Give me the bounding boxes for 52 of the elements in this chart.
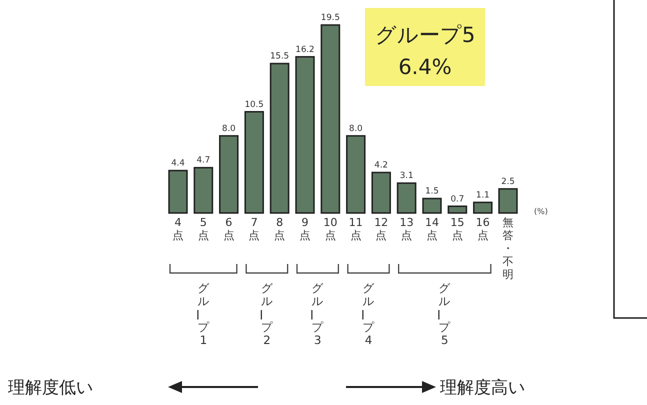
- bar: [194, 166, 214, 214]
- bar: [346, 135, 366, 214]
- x-tick-label: 15点: [450, 216, 464, 242]
- bar: [295, 56, 315, 214]
- data-label: 8.0: [349, 124, 363, 134]
- data-label: 15.5: [270, 52, 290, 62]
- x-tick-label: 12点: [374, 216, 388, 242]
- x-tick-label: 無答・不明: [502, 216, 514, 281]
- bar: [320, 24, 340, 214]
- text: (%): [534, 207, 548, 216]
- x-tick-label: 16点: [476, 216, 490, 242]
- annotation: 6.4%: [398, 55, 452, 79]
- bar: [371, 172, 391, 214]
- x-tick-label: 7点: [248, 216, 260, 242]
- x-tick-label: 13点: [400, 216, 414, 242]
- data-label: 3.1: [400, 171, 414, 182]
- text: グループ4: [356, 281, 376, 347]
- bar: [422, 198, 442, 214]
- x-tick-label: 5点: [198, 216, 209, 242]
- text: グループ1: [190, 281, 210, 347]
- x-tick-label: 14点: [425, 216, 439, 242]
- bar: [448, 206, 468, 214]
- x-tick-label: 11点: [348, 216, 363, 242]
- data-label: 19.5: [320, 13, 340, 23]
- text: 理解度高い: [440, 378, 525, 398]
- data-label: 16.2: [296, 44, 314, 55]
- bar: [473, 202, 493, 214]
- text: グループ3: [304, 281, 325, 347]
- data-label: 1.1: [476, 190, 490, 200]
- bar: [168, 170, 188, 214]
- text: グループ5: [432, 281, 452, 347]
- x-tick-label: 4点: [172, 216, 184, 242]
- bar: [244, 111, 264, 214]
- bar: [396, 182, 416, 214]
- data-label: 4.7: [196, 156, 210, 166]
- data-label: 4.4: [171, 158, 185, 169]
- x-tick-label: 10点: [323, 216, 338, 242]
- data-label: 2.5: [501, 176, 515, 187]
- bar: [498, 188, 518, 214]
- text: グループ2: [254, 281, 274, 347]
- x-tick-label: 6点: [223, 216, 234, 242]
- x-tick-label: 9点: [300, 216, 310, 242]
- bar: [270, 62, 290, 214]
- data-label: 1.5: [425, 186, 439, 197]
- data-label: 8.0: [222, 124, 236, 134]
- data-label: 4.2: [374, 160, 388, 171]
- data-label: 10.5: [244, 100, 264, 110]
- annotation: グループ5: [374, 23, 476, 47]
- data-label: 0.7: [450, 194, 464, 204]
- x-tick-label: 8点: [274, 216, 286, 242]
- text: 理解度低い: [8, 378, 93, 398]
- bar: [219, 135, 239, 214]
